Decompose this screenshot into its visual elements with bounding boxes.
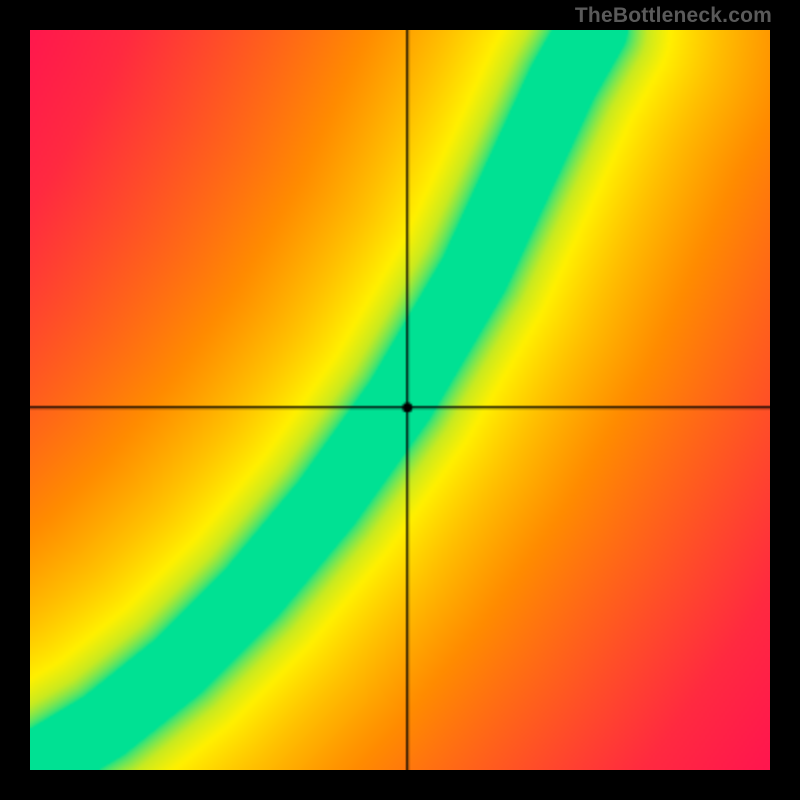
bottleneck-heatmap: [30, 30, 770, 770]
watermark-text: TheBottleneck.com: [575, 4, 772, 28]
heatmap-canvas: [30, 30, 770, 770]
